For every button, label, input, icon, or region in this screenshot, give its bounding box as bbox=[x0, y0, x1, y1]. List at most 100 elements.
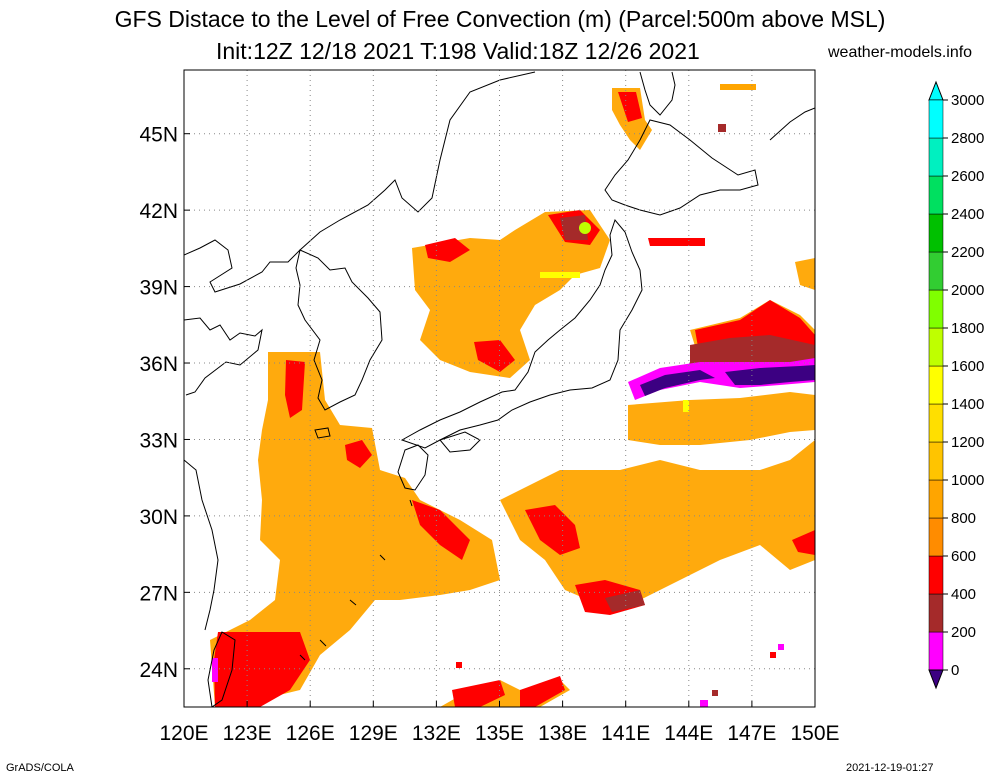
field-speck bbox=[212, 658, 218, 682]
coast-honshu bbox=[400, 218, 643, 449]
footer-timestamp: 2021-12-19-01:27 bbox=[846, 762, 934, 774]
colorbar-swatch bbox=[928, 365, 944, 405]
colorbar-label: 200 bbox=[951, 624, 976, 641]
y-tick-label: 45N bbox=[139, 124, 178, 147]
y-tick-label: 42N bbox=[139, 200, 178, 223]
colorbar-label: 1000 bbox=[951, 472, 984, 489]
field-pacific-south bbox=[500, 440, 815, 605]
field-speck bbox=[718, 124, 726, 132]
field-purple-band bbox=[640, 370, 715, 396]
field-brown-south bbox=[605, 590, 645, 612]
coast-china-south bbox=[184, 459, 219, 631]
x-tick-label: 129E bbox=[349, 722, 398, 745]
colorbar-label: 2200 bbox=[951, 244, 984, 261]
coast-sakhalin bbox=[639, 71, 676, 116]
grid-lines bbox=[184, 70, 815, 707]
field-yellow-spot bbox=[540, 272, 580, 278]
coast-taiwan bbox=[207, 631, 236, 707]
field-east-edge bbox=[795, 258, 815, 290]
colorbar-label: 1200 bbox=[951, 434, 984, 451]
field-green-spot bbox=[579, 222, 591, 234]
colorbar-bottom-arrow bbox=[928, 669, 944, 690]
init-valid-text: Init:12Z 12/18 2021 T:198 Valid:18Z 12/2… bbox=[216, 38, 700, 64]
field-speck bbox=[456, 662, 462, 668]
field-red-korea bbox=[285, 360, 305, 418]
colorbar-swatch bbox=[928, 213, 944, 253]
lfc-field bbox=[210, 84, 824, 707]
x-tick-label: 138E bbox=[538, 722, 587, 745]
field-red-hokkaido bbox=[618, 92, 642, 122]
field-red-south-east bbox=[452, 680, 505, 707]
colorbar-label: 2000 bbox=[951, 282, 984, 299]
x-tick-label: 150E bbox=[790, 722, 839, 745]
field-speck bbox=[770, 652, 776, 658]
field-red-kyushu-south bbox=[412, 500, 470, 560]
coast-jeju bbox=[314, 427, 331, 439]
colorbar-swatch bbox=[928, 479, 944, 519]
y-tick-label: 33N bbox=[139, 429, 178, 452]
coastlines bbox=[184, 71, 815, 707]
colorbar-swatch bbox=[928, 555, 944, 595]
field-pacific-east bbox=[628, 392, 815, 445]
y-tick-label: 36N bbox=[139, 353, 178, 376]
x-tick-label: 120E bbox=[159, 722, 208, 745]
colorbar-swatch bbox=[928, 175, 944, 215]
y-tick-label: 24N bbox=[139, 659, 178, 682]
field-red-taiwan bbox=[214, 632, 310, 707]
colorbar-swatch bbox=[928, 137, 944, 177]
y-tick-label: 27N bbox=[139, 582, 178, 605]
field-speck bbox=[778, 644, 784, 650]
x-tick-label: 123E bbox=[223, 722, 272, 745]
colorbar-label: 1400 bbox=[951, 396, 984, 413]
colorbar-swatch bbox=[928, 251, 944, 291]
field-red-sea bbox=[474, 340, 515, 372]
coast-china-north bbox=[184, 71, 536, 293]
colorbar-label: 3000 bbox=[951, 92, 984, 109]
coast-shikoku bbox=[439, 431, 481, 453]
colorbar-label: 800 bbox=[951, 510, 976, 527]
field-red-pacific bbox=[525, 505, 580, 555]
field-speck bbox=[720, 84, 756, 90]
x-tick-label: 126E bbox=[286, 722, 335, 745]
colorbar: 0 200 400 600 800 1000 1200 1400 1600 1800 2000 220… bbox=[928, 80, 984, 690]
coast-hokkaido bbox=[604, 119, 759, 216]
field-brown-northeast bbox=[690, 335, 815, 368]
colorbar-swatch bbox=[928, 289, 944, 329]
y-tick-label: 30N bbox=[139, 506, 178, 529]
chart-title: GFS Distace to the Level of Free Convect… bbox=[114, 6, 886, 32]
colorbar-swatch bbox=[928, 517, 944, 557]
coast-ryukyu bbox=[299, 499, 413, 661]
colorbar-swatch bbox=[928, 403, 944, 443]
colorbar-swatch bbox=[928, 631, 944, 671]
field-speck bbox=[818, 236, 824, 242]
colorbar-label: 1600 bbox=[951, 358, 984, 375]
field-yellow-spot-2 bbox=[683, 400, 689, 412]
colorbar-label: 1800 bbox=[951, 320, 984, 337]
field-red-east-edge bbox=[792, 530, 815, 555]
colorbar-swatch bbox=[928, 99, 944, 139]
site-label: weather-models.info bbox=[828, 44, 973, 61]
x-tick-label: 132E bbox=[412, 722, 461, 745]
field-red-south-east-2 bbox=[520, 676, 565, 707]
field-east-china-sea bbox=[210, 352, 500, 707]
x-tick-label: 135E bbox=[475, 722, 524, 745]
coast-kyushu bbox=[397, 444, 429, 491]
footer-left-label: GrADS/COLA bbox=[6, 762, 74, 774]
coast-kurils bbox=[769, 107, 815, 141]
colorbar-label: 600 bbox=[951, 548, 976, 565]
colorbar-swatch bbox=[928, 441, 944, 481]
colorbar-label: 0 bbox=[951, 662, 959, 679]
colorbar-label: 2600 bbox=[951, 168, 984, 185]
colorbar-top-arrow bbox=[928, 80, 944, 101]
coast-korea bbox=[295, 249, 383, 411]
x-axis: 120E 123E 126E 129E 132E 135E 138E 141E 144E 147E… bbox=[159, 701, 840, 745]
y-axis: 24N 27N 30N 33N 36N 39N 42N 45N bbox=[139, 124, 190, 682]
colorbar-label: 400 bbox=[951, 586, 976, 603]
colorbar-swatch bbox=[928, 593, 944, 633]
field-speck bbox=[700, 700, 708, 707]
x-tick-label: 147E bbox=[727, 722, 776, 745]
colorbar-swatch bbox=[928, 327, 944, 367]
x-tick-label: 144E bbox=[664, 722, 713, 745]
field-speck bbox=[712, 690, 718, 696]
